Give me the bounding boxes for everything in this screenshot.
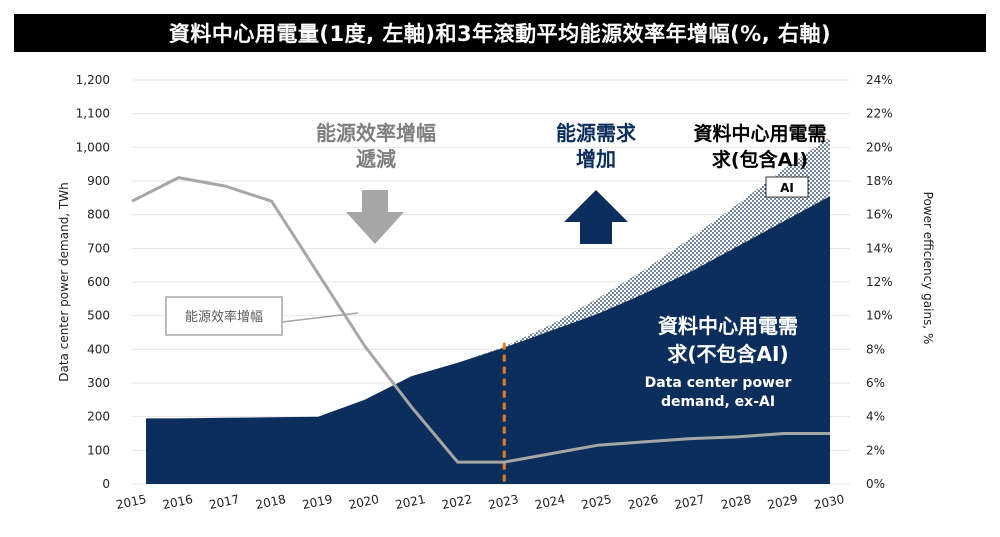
axes: 0 100 200 300 400 500 600 700 800 900 1,000 1,100 1,… — [57, 73, 935, 512]
x-tick-label: 2017 — [208, 492, 241, 512]
with-ai-label: 資料中心用電需求(包含AI) — [693, 122, 826, 171]
x-tick-label: 2030 — [813, 492, 846, 512]
y-tick-label: 200 — [87, 410, 110, 424]
ex-ai-label: 資料中心用電需求(不包含AI) — [658, 314, 798, 366]
y2-tick-label: 4% — [866, 410, 885, 424]
x-tick-label: 2027 — [673, 492, 706, 512]
y-tick-label: 1,100 — [76, 107, 110, 121]
x-tick-label: 2026 — [627, 492, 660, 512]
y2-axis-title: Power efficiency gains, % — [921, 192, 935, 345]
x-tick-label: 2018 — [254, 492, 287, 512]
x-tick-label: 2016 — [161, 492, 194, 512]
chart-title: 資料中心用電量(1度, 左軸)和3年滾動平均能源效率年增幅(%, 右軸) — [14, 14, 986, 52]
callout-box — [165, 296, 283, 336]
x-tick-label: 2022 — [441, 492, 474, 512]
ex-ai-label-en: Data center power demand, ex-AI — [645, 375, 792, 410]
y2-tick-label: 22% — [866, 107, 893, 121]
arrow-down-icon — [346, 190, 404, 244]
y2-tick-label: 16% — [866, 208, 893, 222]
y-tick-label: 0 — [102, 477, 110, 491]
x-tick-label: 2015 — [115, 492, 148, 512]
line-series — [131, 176, 830, 464]
y-tick-label: 800 — [87, 208, 110, 222]
y-tick-label: 600 — [87, 275, 110, 289]
y-tick-label: 900 — [87, 174, 110, 188]
y-tick-label: 100 — [87, 443, 110, 457]
y2-tick-label: 0% — [866, 477, 885, 491]
callout-connector — [281, 312, 359, 323]
y2-tick-label: 12% — [866, 275, 893, 289]
ai-badge-label: AI — [780, 181, 794, 195]
x-tick-label: 2024 — [534, 492, 567, 512]
y2-tick-label: 20% — [866, 140, 893, 154]
y2-tick-label: 14% — [866, 241, 893, 255]
area-series — [146, 137, 830, 484]
y2-tick-label: 8% — [866, 342, 885, 356]
efficiency-line — [131, 176, 830, 464]
x-tick-label: 2021 — [394, 492, 427, 512]
y2-tick-label: 24% — [866, 73, 893, 87]
y-tick-label: 500 — [87, 309, 110, 323]
x-tick-label: 2019 — [301, 492, 334, 512]
efficiency-down-label: 能源效率增幅遞減 — [316, 121, 436, 171]
annotations: 能源效率增幅遞減 能源需求增加 資料中心用電需求(包含AI) AI 資料中心用電需求(不… — [165, 121, 827, 410]
y-axis-title: Data center power demand, TWh — [57, 182, 71, 382]
y2-tick-label: 10% — [866, 309, 893, 323]
y2-tick-label: 6% — [866, 376, 885, 390]
arrow-up-icon — [564, 190, 628, 244]
x-tick-label: 2025 — [580, 492, 613, 512]
callout-label: 能源效率增幅 — [185, 309, 263, 325]
ai-badge — [765, 176, 809, 198]
y2-tick-label: 2% — [866, 443, 885, 457]
y-tick-label: 1,200 — [76, 73, 110, 87]
demand-up-label: 能源需求增加 — [556, 121, 637, 171]
x-tick-label: 2023 — [487, 492, 520, 512]
x-tick-label: 2029 — [766, 492, 799, 512]
y2-tick-label: 18% — [866, 174, 893, 188]
y-tick-label: 300 — [87, 376, 110, 390]
ex-ai-area — [146, 196, 830, 484]
y-tick-label: 1,000 — [76, 140, 110, 154]
y-tick-label: 700 — [87, 241, 110, 255]
x-tick-label: 2028 — [720, 492, 753, 512]
x-tick-label: 2020 — [347, 492, 380, 512]
y-tick-label: 400 — [87, 342, 110, 356]
